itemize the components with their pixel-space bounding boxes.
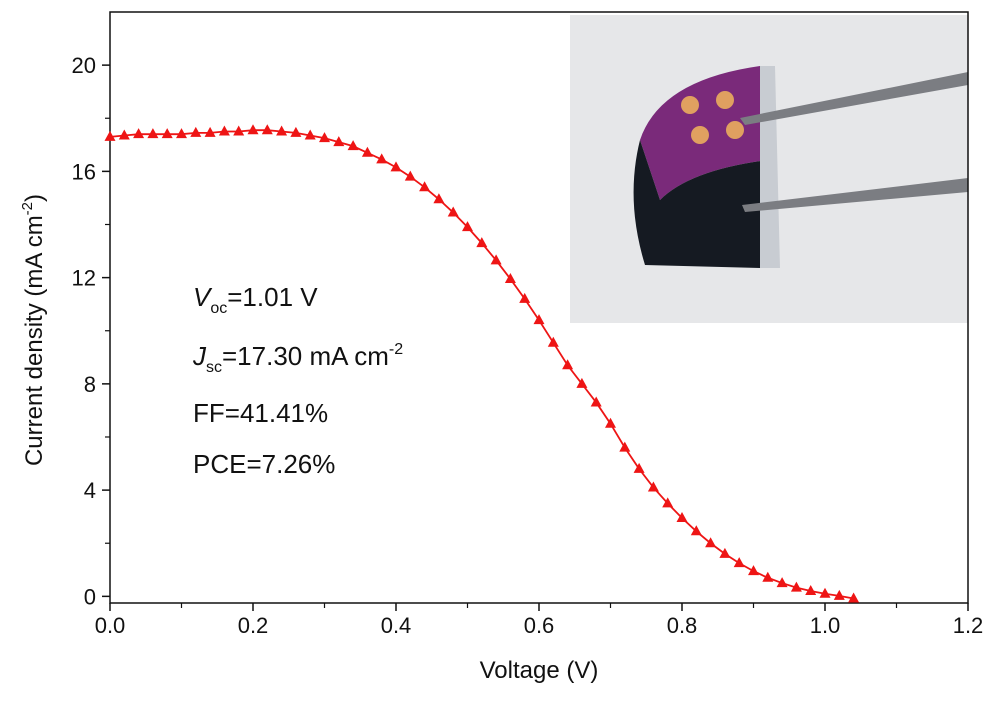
x-tick-label: 0.4 — [381, 613, 412, 638]
x-tick-label: 1.2 — [953, 613, 984, 638]
data-marker — [705, 537, 717, 548]
data-marker — [218, 125, 230, 136]
data-marker — [261, 124, 273, 135]
x-tick-label: 0.2 — [238, 613, 269, 638]
data-marker — [576, 377, 588, 388]
data-marker — [404, 170, 416, 181]
data-marker — [462, 221, 473, 232]
y-axis-label-end: ) — [21, 194, 48, 202]
data-marker — [819, 587, 831, 598]
data-marker — [361, 146, 373, 157]
annotation-sub: sc — [206, 359, 222, 376]
inset-photo — [570, 15, 968, 323]
x-tick-label: 0.0 — [95, 613, 126, 638]
annotation: Voc=1.01 V — [193, 282, 318, 317]
data-marker — [304, 129, 316, 140]
y-axis-label: Current density (mA cm-2) — [19, 194, 48, 466]
data-marker — [204, 126, 216, 137]
data-marker — [605, 417, 616, 428]
data-marker — [118, 129, 130, 140]
photo-film-dark — [633, 140, 768, 268]
data-marker — [347, 140, 359, 151]
annotation-text: =17.30 mA cm — [222, 341, 389, 371]
photo-tweezer — [742, 178, 968, 212]
annotation-var: V — [193, 282, 213, 312]
x-tick-label: 1.0 — [810, 613, 841, 638]
data-marker — [333, 136, 345, 147]
photo-dot — [716, 91, 734, 109]
x-tick-label: 0.8 — [667, 613, 698, 638]
data-marker — [176, 128, 187, 139]
data-marker — [590, 396, 602, 407]
annotation: Jsc=17.30 mA cm-2 — [192, 341, 403, 376]
data-marker — [790, 581, 802, 592]
data-marker — [504, 272, 516, 283]
data-marker — [233, 125, 245, 136]
data-marker — [247, 124, 259, 135]
data-marker — [762, 571, 774, 582]
data-marker — [676, 512, 688, 523]
y-tick-label: 16 — [72, 159, 96, 184]
data-marker — [733, 557, 745, 568]
data-marker — [447, 206, 459, 217]
photo-tweezer — [740, 72, 968, 125]
data-marker — [133, 128, 145, 139]
data-marker — [290, 126, 302, 137]
y-axis-label-text: Current density (mA cm — [21, 215, 48, 466]
annotation: FF=41.41% — [193, 398, 328, 428]
y-tick-label: 4 — [84, 478, 96, 503]
data-marker — [662, 497, 674, 508]
data-marker — [161, 128, 173, 139]
data-marker — [490, 254, 502, 265]
data-marker — [748, 565, 759, 576]
annotation-sub: oc — [210, 300, 227, 317]
data-marker — [833, 589, 845, 600]
data-marker — [647, 481, 659, 492]
data-marker — [619, 441, 631, 452]
y-tick-label: 8 — [84, 372, 96, 397]
data-marker — [719, 547, 731, 558]
annotation-text: FF=41.41% — [193, 398, 328, 428]
x-tick-label: 0.6 — [524, 613, 555, 638]
data-marker — [533, 314, 545, 325]
data-marker — [547, 336, 559, 347]
data-marker — [476, 237, 488, 248]
annotation-text: PCE=7.26% — [193, 449, 335, 479]
data-marker — [319, 132, 330, 143]
data-marker — [519, 292, 531, 303]
photo-dot — [691, 126, 709, 144]
data-marker — [147, 128, 159, 139]
photo-dot — [726, 121, 744, 139]
data-marker — [562, 359, 574, 370]
data-marker — [776, 577, 788, 588]
data-marker — [104, 130, 116, 141]
annotation-text: =1.01 V — [227, 282, 318, 312]
data-marker — [419, 181, 431, 192]
data-marker — [376, 153, 388, 164]
y-tick-label: 20 — [72, 53, 96, 78]
data-marker — [433, 193, 445, 204]
y-tick-label: 0 — [84, 584, 96, 609]
data-marker — [633, 462, 645, 473]
y-tick-label: 12 — [72, 266, 96, 291]
annotation: PCE=7.26% — [193, 449, 335, 479]
data-marker — [276, 125, 288, 136]
photo-dot — [681, 96, 699, 114]
data-marker — [190, 126, 202, 137]
y-axis-label-sup: -2 — [19, 202, 36, 215]
data-marker — [848, 592, 860, 603]
annotation-sup: -2 — [389, 341, 403, 358]
data-marker — [390, 161, 402, 172]
data-marker — [690, 525, 702, 536]
x-axis-label: Voltage (V) — [480, 657, 599, 684]
annotation-var: J — [192, 341, 207, 371]
data-marker — [805, 585, 817, 596]
